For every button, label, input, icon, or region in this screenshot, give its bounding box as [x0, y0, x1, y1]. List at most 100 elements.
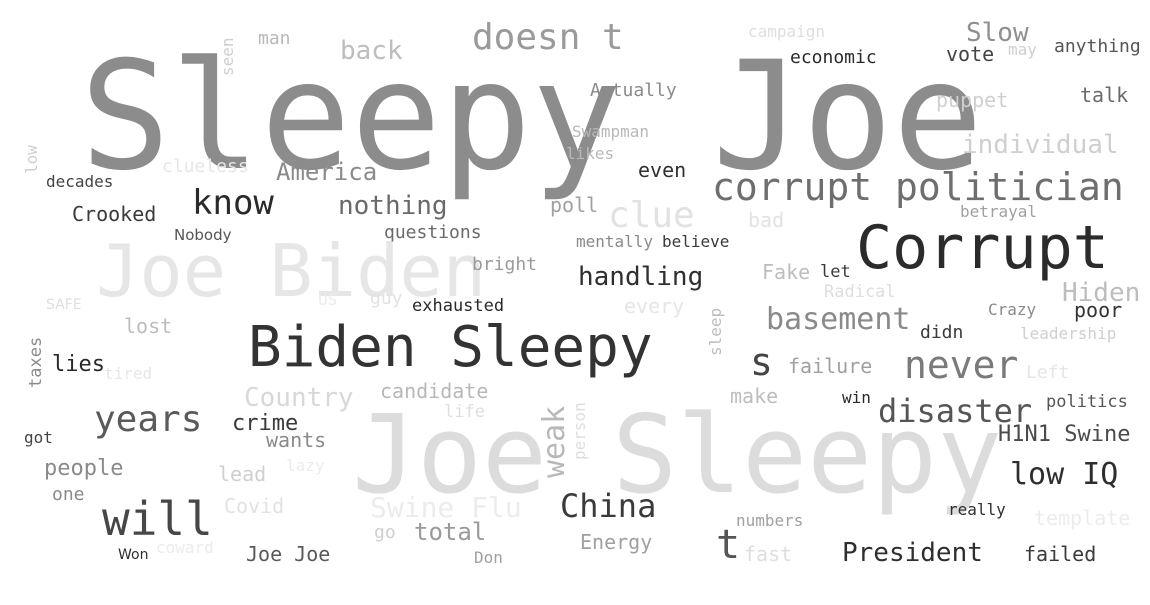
word-life: life: [444, 402, 485, 422]
word-crooked: Crooked: [72, 202, 157, 226]
word-bad: bad: [748, 208, 785, 232]
word-leadership: leadership: [1020, 324, 1117, 343]
word-joe-biden: Joe Biden: [96, 229, 487, 313]
word-lies: lies: [52, 352, 105, 377]
word-joe-joe: Joe Joe: [246, 542, 331, 566]
word-questions: questions: [384, 222, 482, 243]
word-safe: SAFE: [46, 297, 82, 313]
word-slow: Slow: [966, 18, 1029, 48]
word-total: total: [414, 518, 487, 546]
word-biden-sleepy: Biden Sleepy: [248, 315, 653, 380]
word-didn: didn: [920, 322, 964, 343]
word-puppet: puppet: [936, 88, 1009, 112]
word-template: template: [1034, 506, 1131, 530]
word-even: even: [638, 158, 687, 182]
word-hiden: Hiden: [1062, 278, 1141, 308]
word-decades: decades: [46, 172, 114, 191]
word-poll: poll: [550, 193, 599, 217]
word-lead: lead: [218, 462, 267, 486]
word-economic: economic: [790, 47, 877, 68]
word-let: let: [820, 262, 851, 282]
word-taxes: taxes: [26, 336, 46, 388]
word-candidate: candidate: [380, 379, 489, 403]
word-back: back: [340, 36, 403, 66]
word-believe: believe: [662, 232, 730, 251]
word-win: win: [842, 388, 871, 407]
word-individual: individual: [962, 130, 1119, 160]
word-corrupt: Corrupt: [856, 213, 1109, 283]
word-president: President: [842, 538, 983, 568]
word-anything: anything: [1054, 36, 1141, 57]
word-nothing: nothing: [338, 191, 448, 221]
word-talk: talk: [1080, 83, 1129, 107]
word-swampman: Swampman: [572, 122, 650, 141]
word-swine-flu: Swine Flu: [370, 491, 522, 524]
word-fast: fast: [744, 542, 793, 566]
word-crazy: Crazy: [988, 300, 1037, 319]
word-got: got: [24, 428, 53, 447]
word-t: t: [716, 522, 741, 568]
word-people: people: [44, 456, 124, 481]
word-politics: politics: [1046, 392, 1128, 412]
word-years: years: [94, 399, 203, 440]
word-numbers: numbers: [736, 511, 804, 530]
word-china: China: [560, 487, 657, 525]
word-low: low: [22, 145, 41, 174]
word-h1n1-swine: H1N1 Swine: [998, 422, 1131, 447]
word-basement: basement: [766, 302, 911, 337]
word-won: Won: [118, 547, 149, 563]
word-every: every: [624, 294, 685, 318]
word-seen: seen: [218, 37, 237, 76]
word-make: make: [730, 384, 779, 408]
word-corrupt-politician: corrupt politician: [712, 165, 1124, 209]
word-lazy: lazy: [286, 456, 325, 475]
word-us: US: [318, 290, 338, 309]
word-joe-sleepy: Joe Sleepy: [352, 393, 1003, 518]
word-radical: Radical: [824, 282, 896, 302]
word-really: really: [948, 500, 1006, 519]
word-lost: lost: [124, 314, 173, 338]
word-handling: handling: [578, 262, 704, 292]
word-go: go: [374, 522, 396, 543]
word-betrayal: betrayal: [960, 202, 1038, 221]
word-doesn-t: doesn t: [472, 17, 624, 58]
word-may: may: [1008, 40, 1037, 59]
word-covid: Covid: [224, 494, 285, 518]
word-know: know: [192, 183, 274, 223]
word-coward: coward: [156, 538, 214, 557]
word-s: s: [750, 340, 773, 384]
word-will: will: [102, 492, 213, 546]
word-bright: bright: [472, 254, 538, 275]
word-nobody: Nobody: [174, 226, 232, 244]
word-campaign: campaign: [748, 22, 826, 41]
word-left: Left: [1026, 362, 1070, 383]
word-actually: Actually: [590, 80, 677, 101]
word-energy: Energy: [580, 530, 653, 554]
word-never: never: [904, 343, 1019, 387]
word-country: Country: [244, 383, 354, 413]
word-america: America: [276, 158, 378, 186]
word-exhausted: exhausted: [412, 296, 505, 316]
word-wants: wants: [266, 428, 327, 452]
word-disaster: disaster: [878, 392, 1033, 430]
word-low-iq: low IQ: [1010, 457, 1119, 492]
word-mentally: mentally: [576, 232, 654, 251]
word-sleepy-joe: Sleepy Joe: [80, 30, 984, 204]
word-sleep: sleep: [706, 307, 725, 356]
word-don: Don: [474, 548, 503, 567]
word-crime: crime: [232, 411, 299, 436]
word-clue: clue: [608, 195, 695, 236]
word-man: man: [258, 28, 291, 49]
word-tired: tired: [104, 364, 153, 383]
word-person: person: [570, 402, 589, 460]
word-failure: failure: [788, 354, 873, 378]
word-weak: weak: [537, 405, 572, 478]
word-likes: likes: [566, 144, 615, 163]
word-clueless: clueless: [162, 156, 249, 177]
word-fake: Fake: [762, 260, 811, 284]
word-guy: guy: [370, 288, 403, 309]
word-poor: poor: [1074, 298, 1123, 322]
word-failed: failed: [1024, 542, 1097, 566]
word-vote: vote: [946, 42, 995, 66]
